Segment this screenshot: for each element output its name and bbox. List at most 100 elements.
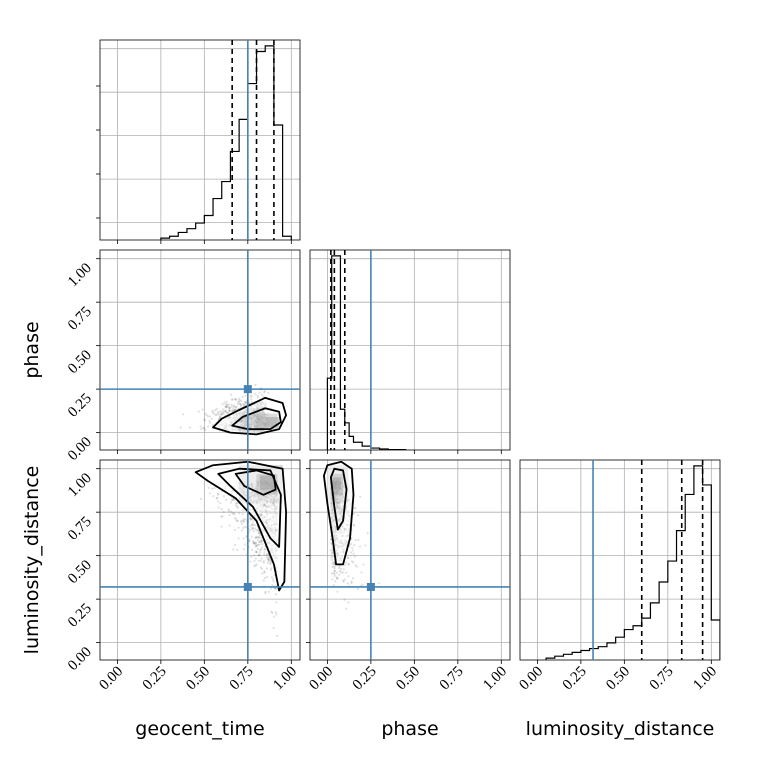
hist-bar-15 <box>677 531 686 660</box>
sample-point <box>258 391 261 394</box>
hist-bar-0 <box>546 658 555 660</box>
sample-point <box>201 408 204 411</box>
sample-point <box>240 529 243 532</box>
sample-point <box>263 551 266 554</box>
sample-point <box>351 549 354 552</box>
sample-point <box>208 415 212 418</box>
y-tick-label: 0.50 <box>65 557 95 587</box>
contour-level-0 <box>323 460 355 566</box>
sample-point <box>217 492 220 495</box>
sample-point <box>221 403 224 406</box>
hist-bar-10 <box>633 626 642 660</box>
sample-point <box>221 410 224 413</box>
sample-point <box>267 556 270 559</box>
joint-plot-area <box>194 460 287 637</box>
hist-bar-6 <box>353 442 362 450</box>
sample-point <box>228 409 231 413</box>
sample-point <box>352 523 355 526</box>
sample-point <box>255 545 258 548</box>
sample-point <box>262 560 265 563</box>
sample-point <box>378 582 381 585</box>
sample-point <box>219 415 222 418</box>
sample-point <box>275 613 278 616</box>
sample-point <box>347 601 350 604</box>
sample-point <box>350 560 354 563</box>
truth-marker <box>366 582 375 591</box>
sample-point <box>238 402 242 405</box>
sample-point <box>222 408 225 411</box>
sample-point <box>240 403 243 407</box>
hist-bar-11 <box>257 52 266 240</box>
sample-point <box>242 519 245 523</box>
sample-point <box>347 556 350 560</box>
sample-point <box>256 538 260 542</box>
sample-point <box>229 501 233 504</box>
sample-point <box>262 561 265 564</box>
sample-point <box>254 564 257 567</box>
sample-point <box>228 407 231 410</box>
hist-bar-6 <box>598 647 607 660</box>
axes-frame <box>519 459 721 661</box>
hist-bar-13 <box>659 582 668 660</box>
sample-point <box>228 409 231 412</box>
sample-point <box>254 541 257 544</box>
sample-point <box>344 561 348 564</box>
y-tick-label: 0.75 <box>65 514 95 544</box>
sample-point <box>254 536 258 540</box>
sample-point <box>267 391 270 395</box>
sample-point <box>208 492 211 495</box>
x-tick-label: 1.00 <box>690 664 720 694</box>
hist-bar-4 <box>581 650 590 660</box>
hist-bar-4 <box>196 223 205 240</box>
sample-point <box>354 564 357 567</box>
sample-point <box>213 486 216 490</box>
sample-point <box>241 512 244 516</box>
sample-point <box>261 567 264 570</box>
hist-bar-7 <box>607 643 616 660</box>
sample-point <box>199 425 202 428</box>
sample-point <box>257 543 260 547</box>
sample-point <box>244 518 247 521</box>
sample-point <box>275 601 278 604</box>
sample-point <box>252 523 255 527</box>
sample-point <box>333 562 336 565</box>
sample-point <box>216 500 220 503</box>
hist-bar-7 <box>222 182 231 240</box>
sample-point <box>258 540 262 543</box>
hist-bar-5 <box>204 215 213 240</box>
sample-point <box>257 536 260 539</box>
sample-point <box>274 611 277 614</box>
sample-point <box>267 558 270 562</box>
sample-point <box>182 413 185 416</box>
sample-point <box>243 543 246 546</box>
sample-point <box>250 555 253 558</box>
sample-point <box>240 519 243 522</box>
hist-bar-2 <box>563 654 572 660</box>
sample-point <box>234 405 237 408</box>
sample-point <box>214 409 217 412</box>
sample-point <box>225 498 228 501</box>
sample-point <box>221 515 224 518</box>
sample-point <box>235 519 239 522</box>
sample-point <box>253 564 256 567</box>
sample-point <box>249 398 253 401</box>
axes-frame <box>99 39 301 241</box>
hist-bar-16 <box>685 494 694 660</box>
sample-point <box>254 392 257 396</box>
sample-point <box>262 579 265 582</box>
sample-point <box>253 542 256 545</box>
sample-point <box>248 401 251 405</box>
sample-point <box>203 426 206 430</box>
sample-point <box>249 528 252 531</box>
sample-point <box>252 529 255 533</box>
sample-point <box>216 497 219 500</box>
sample-point <box>233 408 237 411</box>
y-tick-label: 0.25 <box>65 601 95 631</box>
sample-point <box>229 510 232 513</box>
sample-point <box>204 412 207 415</box>
sample-point <box>257 554 260 557</box>
sample-point <box>202 427 205 430</box>
sample-point <box>256 394 259 398</box>
sample-point <box>249 518 252 521</box>
sample-point <box>274 584 277 587</box>
